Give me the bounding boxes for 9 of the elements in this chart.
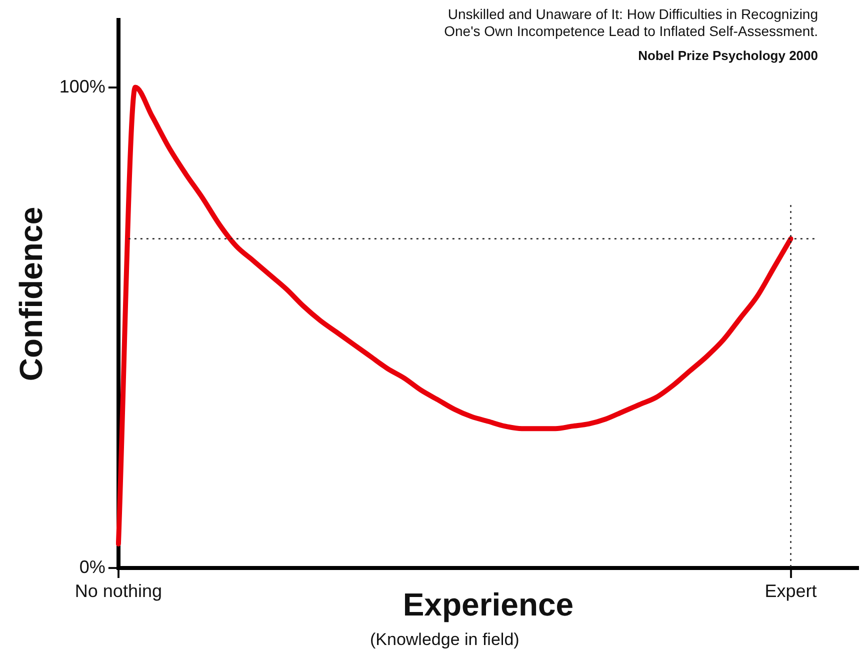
- x-tick-label: No nothing: [74, 580, 162, 601]
- y-axis-title: Confidence: [13, 206, 50, 382]
- x-tick-label: Expert: [764, 580, 817, 601]
- x-axis-title: Experience: [402, 586, 574, 623]
- y-tick-label: 100%: [59, 76, 106, 96]
- y-tick-label: 0%: [79, 556, 106, 577]
- chart-title: Unskilled and Unaware of It: How Difficulties in Recognizing One's Own Incompetence Lead to Inflated Self-Assessment.: [444, 6, 818, 40]
- annotation: Nobel Prize Psychology 2000: [638, 48, 818, 63]
- text: (Knowledge in field): [370, 630, 520, 650]
